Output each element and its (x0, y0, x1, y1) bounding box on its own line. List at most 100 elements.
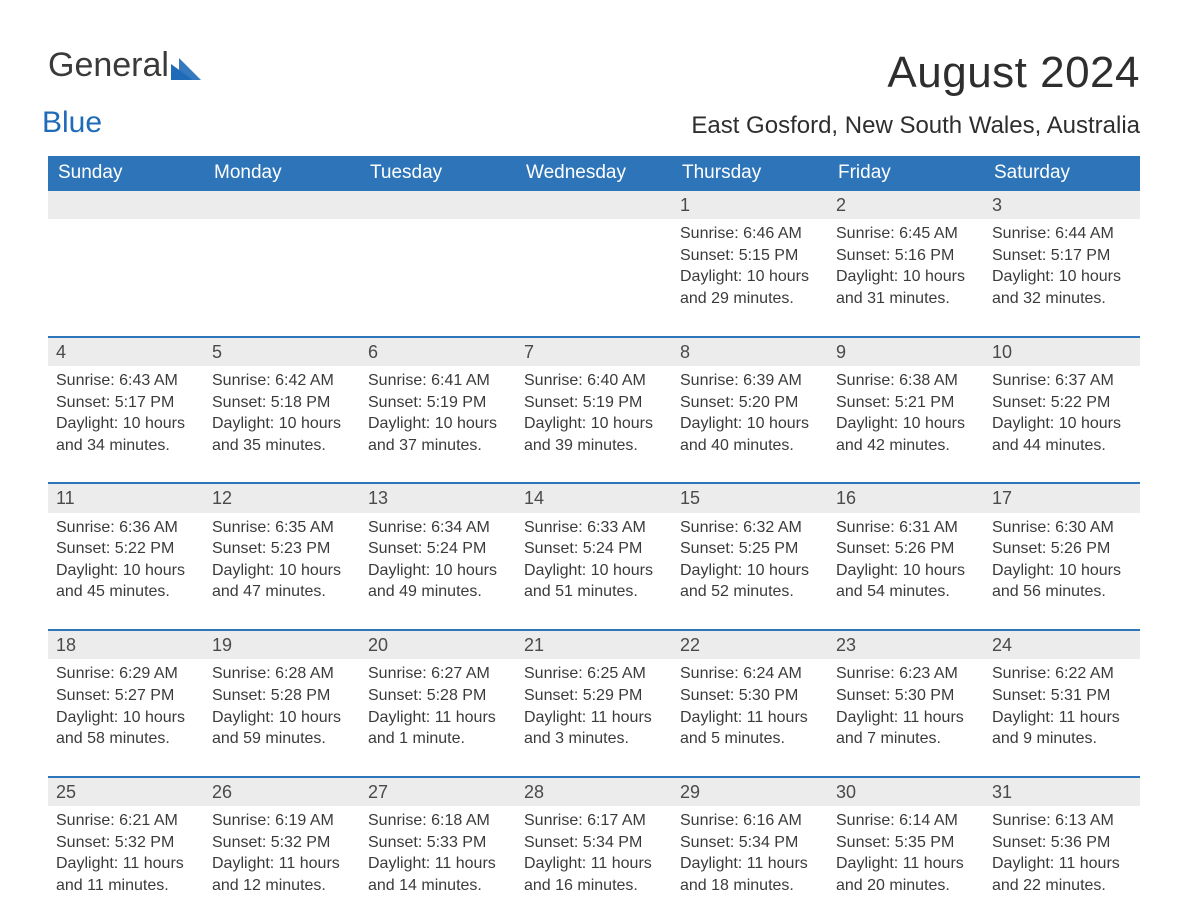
calendar-cell: 15Sunrise: 6:32 AMSunset: 5:25 PMDayligh… (672, 482, 828, 629)
location-text: East Gosford, New South Wales, Australia (691, 112, 1140, 140)
sunrise-text: Sunrise: 6:19 AM (212, 810, 352, 832)
sunrise-text: Sunrise: 6:36 AM (56, 517, 196, 539)
calendar-week-row: 4Sunrise: 6:43 AMSunset: 5:17 PMDaylight… (48, 336, 1140, 483)
sunset-text: Sunset: 5:31 PM (992, 685, 1132, 707)
day-number: 14 (516, 482, 672, 512)
day-number: 29 (672, 776, 828, 806)
sunset-text: Sunset: 5:19 PM (524, 392, 664, 414)
day-number: 2 (828, 191, 984, 219)
sunset-text: Sunset: 5:34 PM (524, 832, 664, 854)
title-block: August 2024 East Gosford, New South Wale… (691, 48, 1140, 150)
empty-day-strip (360, 191, 516, 219)
calendar-cell: 13Sunrise: 6:34 AMSunset: 5:24 PMDayligh… (360, 482, 516, 629)
sunrise-text: Sunrise: 6:27 AM (368, 663, 508, 685)
calendar-cell (204, 191, 360, 336)
calendar-cell: 16 Sunrise: 6:31 AMSunset: 5:26 PMDayligh… (828, 482, 984, 629)
day-number: 10 (984, 336, 1140, 366)
day-number: 28 (516, 776, 672, 806)
daylight-text: Daylight: 10 hours and 45 minutes. (56, 560, 196, 603)
day-header: Monday (204, 156, 360, 191)
daylight-text: Daylight: 10 hours and 37 minutes. (368, 413, 508, 456)
day-header: Friday (828, 156, 984, 191)
calendar-cell: 25Sunrise: 6:21 AMSunset: 5:32 PMDayligh… (48, 776, 204, 922)
daylight-text: Daylight: 10 hours and 44 minutes. (992, 413, 1132, 456)
daylight-text: Daylight: 10 hours and 29 minutes. (680, 266, 820, 309)
daylight-text: Daylight: 10 hours and 47 minutes. (212, 560, 352, 603)
calendar-cell: 7Sunrise: 6:40 AMSunset: 5:19 PMDaylight… (516, 336, 672, 483)
daylight-text: Daylight: 10 hours and 35 minutes. (212, 413, 352, 456)
daylight-text: Daylight: 10 hours and 56 minutes. (992, 560, 1132, 603)
sunset-text: Sunset: 5:24 PM (368, 538, 508, 560)
sunset-text: Sunset: 5:26 PM (992, 538, 1132, 560)
sunset-text: Sunset: 5:17 PM (56, 392, 196, 414)
sunset-text: Sunset: 5:26 PM (836, 538, 976, 560)
day-number: 21 (516, 629, 672, 659)
daylight-text: Daylight: 11 hours and 1 minute. (368, 707, 508, 750)
calendar-cell: 1Sunrise: 6:46 AMSunset: 5:15 PMDaylight… (672, 191, 828, 336)
day-header: Thursday (672, 156, 828, 191)
calendar-cell: 31Sunrise: 6:13 AMSunset: 5:36 PMDayligh… (984, 776, 1140, 922)
calendar-cell: 18Sunrise: 6:29 AMSunset: 5:27 PMDayligh… (48, 629, 204, 776)
calendar-cell: 9Sunrise: 6:38 AMSunset: 5:21 PMDaylight… (828, 336, 984, 483)
sunrise-text: Sunrise: 6:29 AM (56, 663, 196, 685)
calendar-cell: 20Sunrise: 6:27 AMSunset: 5:28 PMDayligh… (360, 629, 516, 776)
sunset-text: Sunset: 5:17 PM (992, 245, 1132, 267)
sunset-text: Sunset: 5:32 PM (56, 832, 196, 854)
daylight-text: Daylight: 10 hours and 52 minutes. (680, 560, 820, 603)
month-title: August 2024 (691, 48, 1140, 98)
day-number: 3 (984, 191, 1140, 219)
calendar-cell: 11Sunrise: 6:36 AMSunset: 5:22 PMDayligh… (48, 482, 204, 629)
daylight-text: Daylight: 11 hours and 18 minutes. (680, 853, 820, 896)
sunrise-text: Sunrise: 6:18 AM (368, 810, 508, 832)
sunset-text: Sunset: 5:36 PM (992, 832, 1132, 854)
sunrise-text: Sunrise: 6:37 AM (992, 370, 1132, 392)
calendar-cell (48, 191, 204, 336)
sunset-text: Sunset: 5:18 PM (212, 392, 352, 414)
day-header: Sunday (48, 156, 204, 191)
day-number: 9 (828, 336, 984, 366)
daylight-text: Daylight: 10 hours and 39 minutes. (524, 413, 664, 456)
calendar-cell: 2Sunrise: 6:45 AMSunset: 5:16 PMDaylight… (828, 191, 984, 336)
calendar-cell: 17Sunrise: 6:30 AMSunset: 5:26 PMDayligh… (984, 482, 1140, 629)
daylight-text: Daylight: 10 hours and 31 minutes. (836, 266, 976, 309)
logo-word2: Blue (42, 108, 102, 138)
calendar-cell: 30Sunrise: 6:14 AMSunset: 5:35 PMDayligh… (828, 776, 984, 922)
sunrise-text: Sunrise: 6:35 AM (212, 517, 352, 539)
calendar-week-row: 25Sunrise: 6:21 AMSunset: 5:32 PMDayligh… (48, 776, 1140, 922)
sunset-text: Sunset: 5:27 PM (56, 685, 196, 707)
calendar-cell: 6Sunrise: 6:41 AMSunset: 5:19 PMDaylight… (360, 336, 516, 483)
calendar-cell (360, 191, 516, 336)
sunset-text: Sunset: 5:16 PM (836, 245, 976, 267)
calendar-cell: 21Sunrise: 6:25 AMSunset: 5:29 PMDayligh… (516, 629, 672, 776)
sunrise-text: Sunrise: 6:46 AM (680, 223, 820, 245)
calendar-table: Sunday Monday Tuesday Wednesday Thursday… (48, 156, 1140, 922)
day-number: 12 (204, 482, 360, 512)
daylight-text: Daylight: 11 hours and 20 minutes. (836, 853, 976, 896)
day-number: 27 (360, 776, 516, 806)
day-number: 20 (360, 629, 516, 659)
sunset-text: Sunset: 5:30 PM (680, 685, 820, 707)
day-number: 16 (828, 482, 984, 512)
calendar-cell: 22Sunrise: 6:24 AMSunset: 5:30 PMDayligh… (672, 629, 828, 776)
day-number: 19 (204, 629, 360, 659)
daylight-text: Daylight: 11 hours and 16 minutes. (524, 853, 664, 896)
sunset-text: Sunset: 5:25 PM (680, 538, 820, 560)
daylight-text: Daylight: 10 hours and 54 minutes. (836, 560, 976, 603)
logo-sail-icon (171, 52, 201, 86)
calendar-cell: 24Sunrise: 6:22 AMSunset: 5:31 PMDayligh… (984, 629, 1140, 776)
day-number: 1 (672, 191, 828, 219)
day-number: 6 (360, 336, 516, 366)
sunset-text: Sunset: 5:28 PM (212, 685, 352, 707)
daylight-text: Daylight: 10 hours and 59 minutes. (212, 707, 352, 750)
daylight-text: Daylight: 10 hours and 42 minutes. (836, 413, 976, 456)
day-number: 25 (48, 776, 204, 806)
empty-day-strip (204, 191, 360, 219)
calendar-cell: 5Sunrise: 6:42 AMSunset: 5:18 PMDaylight… (204, 336, 360, 483)
sunrise-text: Sunrise: 6:31 AM (836, 517, 976, 539)
sunrise-text: Sunrise: 6:41 AM (368, 370, 508, 392)
header: General Blue August 2024 East Gosford, N… (48, 48, 1140, 150)
day-number: 15 (672, 482, 828, 512)
daylight-text: Daylight: 11 hours and 5 minutes. (680, 707, 820, 750)
calendar-cell: 4Sunrise: 6:43 AMSunset: 5:17 PMDaylight… (48, 336, 204, 483)
day-number: 17 (984, 482, 1140, 512)
